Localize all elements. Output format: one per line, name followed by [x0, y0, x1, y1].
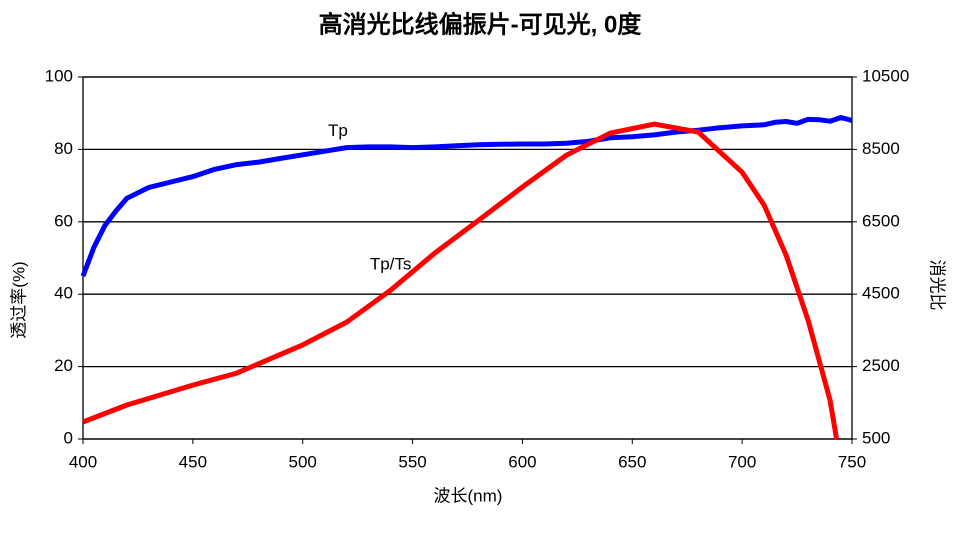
y2-tick-label: 4500 [862, 284, 900, 303]
y2-tick-label: 6500 [862, 211, 900, 230]
y-tick-label: 20 [54, 356, 73, 375]
series-line [80, 115, 853, 277]
x-tick-label: 650 [618, 452, 646, 471]
y2-tick-label: 8500 [862, 139, 900, 158]
annotation: Tp [328, 121, 348, 140]
y-tick-label: 100 [45, 66, 73, 85]
annotation: Tp/Ts [370, 255, 412, 274]
y2-tick-label: 500 [862, 428, 890, 447]
y-tick-label: 80 [54, 139, 73, 158]
plot-frame [82, 76, 853, 440]
y-tick-label: 60 [54, 211, 73, 230]
y2-axis-label: 消光比 [928, 260, 947, 311]
x-tick-label: 700 [728, 452, 756, 471]
x-tick-label: 450 [179, 452, 207, 471]
y-tick-label: 0 [64, 428, 73, 447]
y-tick-label: 40 [54, 284, 73, 303]
series-line [82, 121, 840, 440]
y2-tick-label: 10500 [862, 66, 909, 85]
x-axis-label: 波长(nm) [434, 486, 503, 505]
x-tick-label: 600 [508, 452, 536, 471]
y2-tick-label: 2500 [862, 356, 900, 375]
x-tick-label: 550 [398, 452, 426, 471]
y-axis-label: 透过率(%) [9, 261, 28, 338]
x-tick-label: 750 [838, 452, 866, 471]
x-tick-label: 400 [69, 452, 97, 471]
x-tick-label: 500 [289, 452, 317, 471]
chart-title: 高消光比线偏振片-可见光, 0度 [319, 10, 643, 38]
